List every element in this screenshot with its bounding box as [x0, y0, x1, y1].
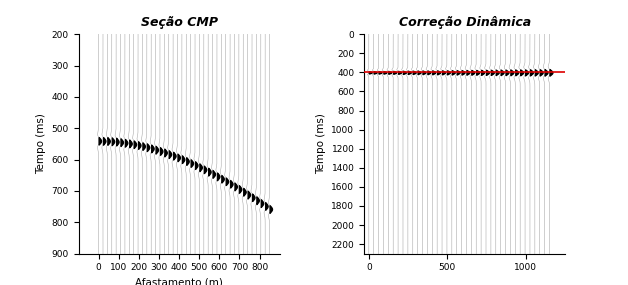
Title: Seção CMP: Seção CMP	[141, 16, 217, 29]
Y-axis label: Tempo (ms): Tempo (ms)	[36, 113, 46, 174]
Title: Correção Dinâmica: Correção Dinâmica	[399, 16, 531, 29]
X-axis label: Afastamento (m): Afastamento (m)	[135, 278, 223, 285]
Y-axis label: Tempo (ms): Tempo (ms)	[316, 113, 326, 174]
